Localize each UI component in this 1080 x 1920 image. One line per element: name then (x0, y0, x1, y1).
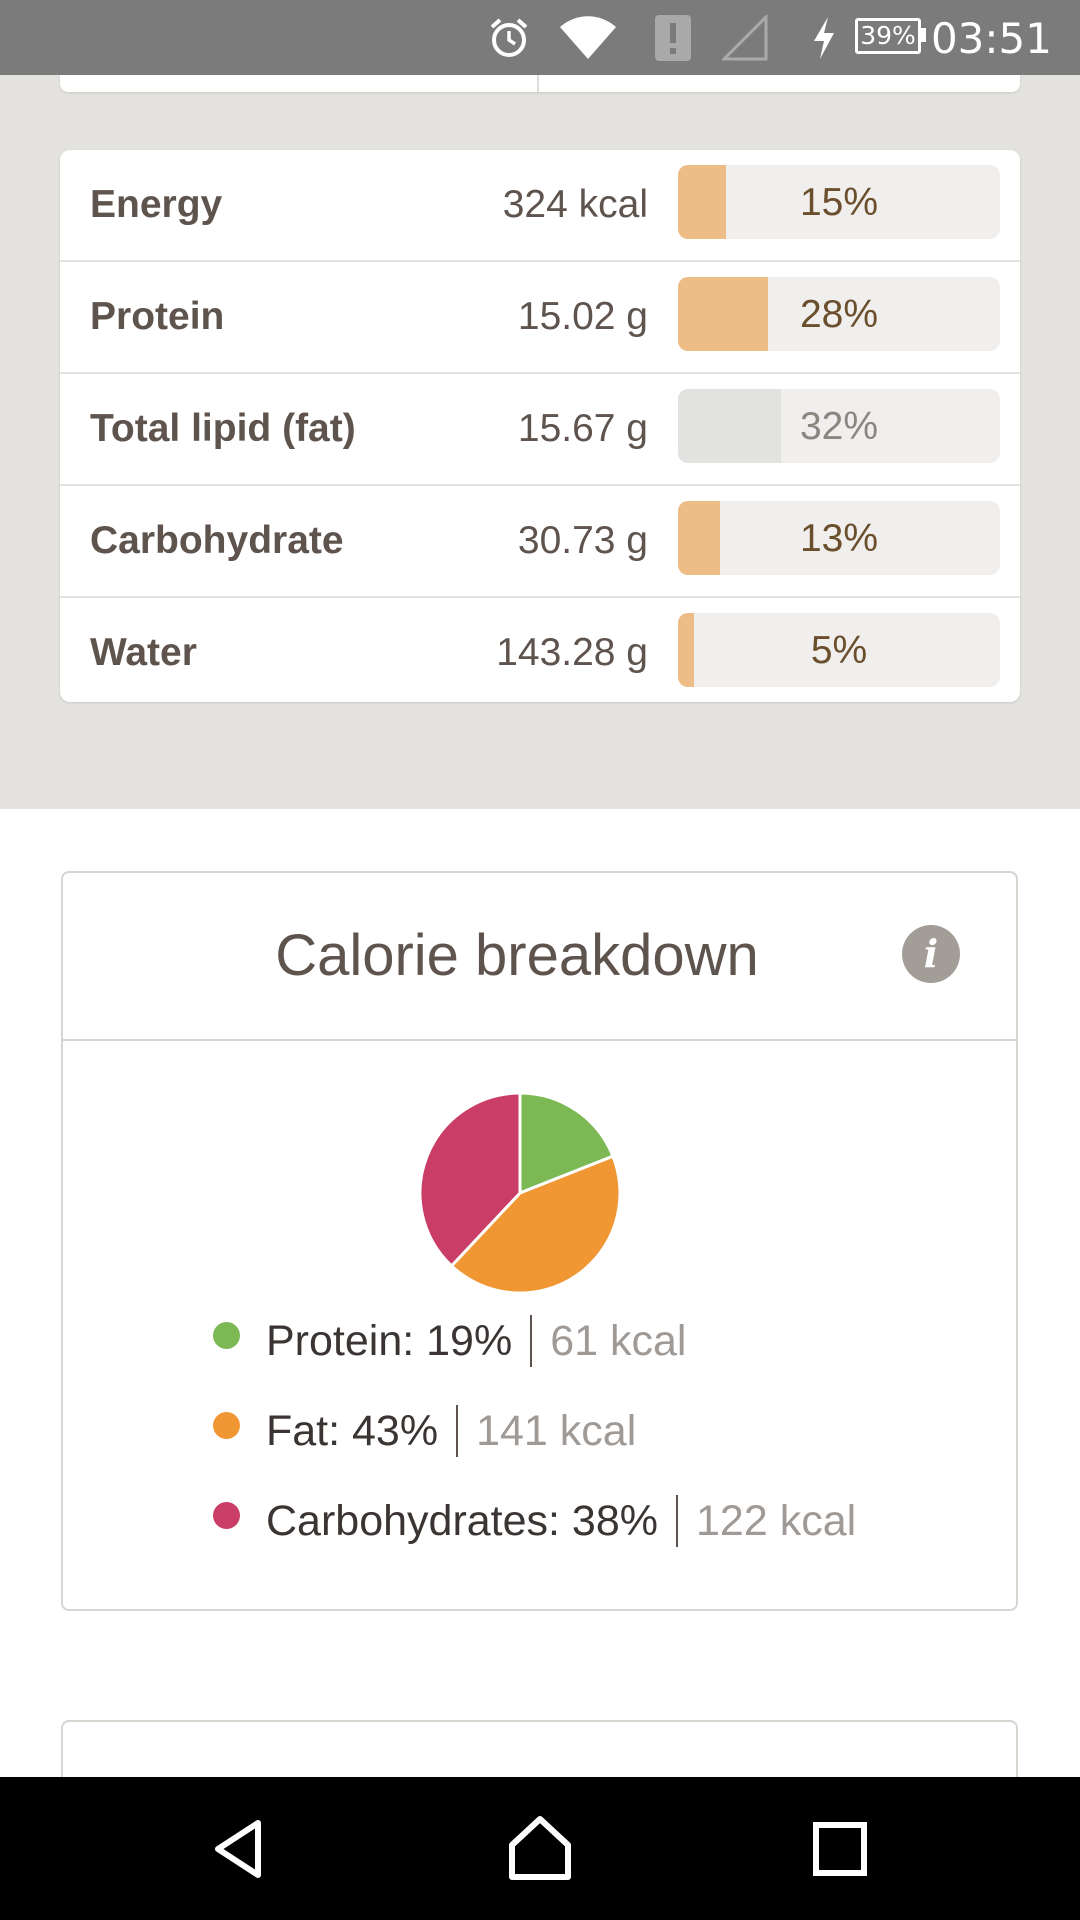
nutrient-name: Carbohydrate (90, 519, 344, 562)
nutrient-row-energy: Energy 324 kcal 15% (60, 150, 1020, 262)
legend-item-carbohydrates: Carbohydrates: 38% 122 kcal (213, 1491, 856, 1551)
daily-value-fill (678, 501, 720, 575)
legend-item-protein: Protein: 19% 61 kcal (213, 1311, 686, 1371)
navigation-bar (0, 1777, 1080, 1920)
daily-value-percent: 13% (799, 517, 879, 560)
pie-slice-carbohydrates (418, 1091, 522, 1269)
nutrient-name: Water (90, 631, 197, 674)
wifi-icon (558, 0, 618, 75)
legend-label: Fat: 43% (266, 1406, 439, 1455)
daily-value-fill (678, 613, 695, 687)
calorie-breakdown-header: Calorie breakdown i (63, 873, 1016, 1041)
fat-legend-dot (213, 1411, 240, 1439)
daily-value-bar: 13% (678, 501, 1000, 575)
calorie-breakdown-card: Calorie breakdown i Protein: 19% 61 kcal… (61, 871, 1018, 1611)
nutrient-value: 15.02 g (517, 295, 648, 338)
nutrient-row-water: Water 143.28 g 5% (60, 598, 1020, 702)
nutrient-value: 15.67 g (517, 407, 648, 450)
nutrient-section: Energy 324 kcal 15% Protein 15.02 g 28% … (0, 75, 1080, 809)
cell-signal-icon (722, 0, 768, 75)
legend-item-fat: Fat: 43% 141 kcal (213, 1401, 636, 1461)
info-icon[interactable]: i (902, 925, 960, 983)
nutrient-row-fat: Total lipid (fat) 15.67 g 32% (60, 374, 1020, 486)
back-icon[interactable] (198, 1807, 282, 1891)
legend-kcal: 141 kcal (476, 1406, 637, 1455)
daily-value-bar: 28% (678, 277, 1000, 351)
legend-label: Protein: 19% (266, 1316, 513, 1365)
nutrient-value: 324 kcal (502, 183, 648, 226)
legend-separator (456, 1405, 459, 1457)
recents-icon[interactable] (798, 1807, 882, 1891)
alarm-icon (486, 0, 532, 75)
daily-value-percent: 28% (799, 293, 879, 336)
legend-kcal: 61 kcal (550, 1316, 687, 1365)
clock: 03:51 (930, 14, 1052, 63)
daily-value-percent: 5% (810, 629, 868, 672)
legend-separator (676, 1495, 678, 1547)
carbohydrates-legend-dot (213, 1501, 240, 1529)
legend-kcal: 122 kcal (696, 1496, 857, 1545)
daily-value-bar: 32% (678, 389, 1000, 463)
nutrient-row-carbohydrate: Carbohydrate 30.73 g 13% (60, 486, 1020, 598)
notification-alert-icon (653, 0, 693, 75)
battery-level: 39% (860, 21, 916, 50)
daily-value-percent: 15% (799, 181, 879, 224)
calorie-breakdown-title: Calorie breakdown (275, 923, 759, 988)
battery-icon: 39% (855, 18, 921, 54)
nutrient-table: Energy 324 kcal 15% Protein 15.02 g 28% … (60, 150, 1020, 702)
daily-value-fill (678, 165, 727, 239)
calorie-pie-chart (418, 1091, 622, 1295)
nutrient-name: Total lipid (fat) (90, 407, 356, 450)
daily-value-bar: 5% (678, 613, 1000, 687)
status-bar: 39% 03:51 (0, 0, 1080, 75)
nutrient-value: 143.28 g (496, 631, 648, 674)
pie-slice-fat (449, 1154, 622, 1295)
legend-label: Carbohydrates: 38% (266, 1496, 658, 1545)
daily-value-fill (678, 389, 782, 463)
nutrient-name: Protein (90, 295, 225, 338)
protein-legend-dot (213, 1321, 240, 1349)
legend-separator (530, 1315, 533, 1367)
battery-tip (921, 28, 926, 42)
daily-value-bar: 15% (678, 165, 1000, 239)
nutrient-value: 30.73 g (517, 519, 648, 562)
previous-card (60, 75, 1020, 92)
home-icon[interactable] (498, 1807, 582, 1891)
nutrient-row-protein: Protein 15.02 g 28% (60, 262, 1020, 374)
pie-slice-protein (518, 1091, 615, 1196)
charging-icon (810, 0, 838, 75)
daily-value-percent: 32% (799, 405, 879, 448)
daily-value-fill (678, 277, 769, 351)
nutrient-name: Energy (90, 183, 223, 226)
